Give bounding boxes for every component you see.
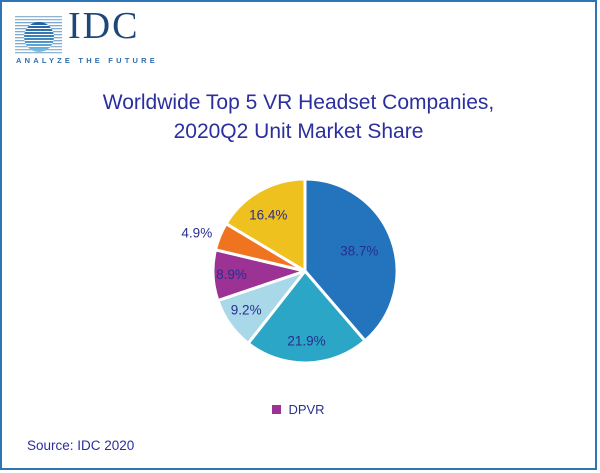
legend-swatch-dpvr [272,405,282,414]
chart-title-line1: Worldwide Top 5 VR Headset Companies, [102,91,495,114]
pie-chart: 38.7% 21.9% 9.2% 8.9% 4.9% 16.4% [181,177,399,365]
source-note: Source: IDC 2020 [27,438,135,453]
globe-sphere-bands [24,25,54,47]
idc-logo-tagline: ANALYZE THE FUTURE [16,56,158,65]
pie-slice-label: 8.9% [216,267,247,282]
legend-label-dpvr: DPVR [288,402,325,417]
idc-logo: IDC ANALYZE THE FUTURE [15,5,195,68]
pie-slice-label: 9.2% [231,302,262,317]
idc-globe-icon [15,16,62,54]
chart-title: Worldwide Top 5 VR Headset Companies, 20… [2,88,595,146]
idc-logo-text: IDC [68,5,140,47]
pie-slice [224,177,307,273]
pie-slice [246,269,367,365]
pie-slice-label: 21.9% [287,333,325,348]
pie-slice-label: 4.9% [181,226,212,241]
chart-legend: DPVR [2,402,595,417]
pie-slice [303,177,399,343]
pie-slice-label: 16.4% [249,208,287,223]
pie-slice-label: 38.7% [340,243,378,258]
chart-title-line2: 2020Q2 Unit Market Share [173,120,424,143]
